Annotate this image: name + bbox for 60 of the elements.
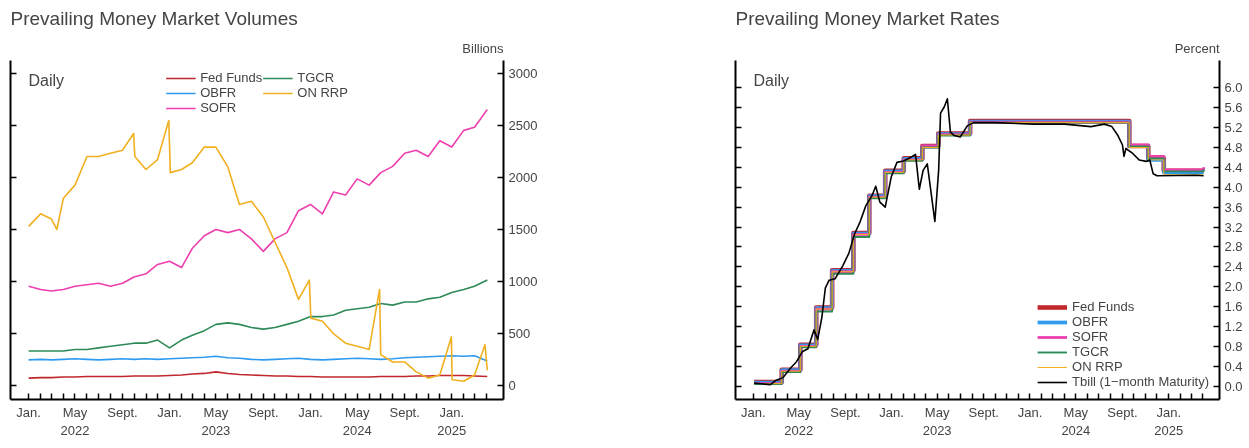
- y-tick-label: 2.0: [1224, 279, 1243, 295]
- annotation: Daily: [753, 71, 790, 89]
- x-tick-label: Sept.: [968, 404, 999, 420]
- chart-title: Prevailing Money Market Volumes: [10, 7, 298, 29]
- x-tick-label: Sept.: [389, 404, 420, 420]
- y-tick-label: 3.2: [1224, 219, 1243, 235]
- legend-label: OBFR: [200, 85, 237, 100]
- y-tick-label: 2.4: [1224, 259, 1243, 275]
- y-tick-label: 5.2: [1224, 120, 1243, 136]
- legend-label: ON RRP: [1072, 359, 1123, 374]
- x-tick-label: Jan.: [741, 404, 766, 420]
- y-tick-label: 1500: [508, 221, 538, 237]
- y-tick-label: 6.0: [1224, 80, 1243, 96]
- x-tick-label: Jan.: [298, 404, 323, 420]
- x-tick-label: Jan.: [16, 404, 41, 420]
- legend-label: Fed Funds: [200, 70, 263, 85]
- legend-label: Tbill (1−month Maturity): [1072, 374, 1209, 389]
- y-tick-label: 3.6: [1224, 199, 1243, 215]
- y-tick-label: 1.6: [1224, 299, 1243, 315]
- y-tick-label: 2.8: [1224, 239, 1243, 255]
- annotation: Daily: [28, 71, 65, 89]
- y-tick-label: 5.6: [1224, 100, 1243, 116]
- y-tick-label: 2500: [508, 117, 538, 133]
- x-tick-label: Sept.: [248, 404, 279, 420]
- legend-label: SOFR: [1072, 329, 1109, 344]
- legend-label: TGCR: [1072, 344, 1109, 359]
- y-tick-label: 4.4: [1224, 159, 1243, 175]
- x-tick-label: Sept.: [107, 404, 138, 420]
- x-tick-label: May 2023: [922, 404, 952, 438]
- x-tick-label: Sept.: [1107, 404, 1138, 420]
- legend-label: Fed Funds: [1072, 299, 1135, 314]
- x-tick-label: May 2022: [784, 404, 814, 438]
- x-tick-label: Jan.: [879, 404, 904, 420]
- y-tick-label: 500: [508, 326, 531, 342]
- legend-label: OBFR: [1072, 314, 1109, 329]
- x-tick-label: May 2022: [60, 404, 90, 438]
- x-tick-label: May 2024: [1061, 404, 1091, 438]
- y-tick-label: 1.2: [1224, 318, 1243, 334]
- legend-label: TGCR: [297, 70, 335, 85]
- y-tick-label: 0.8: [1224, 338, 1243, 354]
- y-tick-label: 4.0: [1224, 179, 1243, 195]
- legend-label: ON RRP: [297, 85, 348, 100]
- y-tick-label: 2000: [508, 169, 538, 185]
- y-tick-label: 1000: [508, 274, 538, 290]
- y-tick-label: 0.4: [1224, 358, 1243, 374]
- y-tick-label: 0: [508, 378, 516, 394]
- y-axis-title: Billions: [462, 40, 504, 56]
- y-tick-label: 0.0: [1224, 378, 1243, 394]
- y-tick-label: 3000: [508, 65, 538, 81]
- x-tick-label: Jan. 2025: [1154, 404, 1184, 438]
- y-axis-title: Percent: [1174, 40, 1220, 56]
- x-tick-label: Jan.: [1017, 404, 1043, 420]
- x-tick-label: May 2024: [342, 404, 372, 438]
- x-tick-label: May 2023: [201, 404, 231, 438]
- legend-label: SOFR: [200, 100, 237, 115]
- x-tick-label: Jan. 2025: [437, 404, 467, 438]
- x-tick-label: Sept.: [830, 404, 861, 420]
- y-tick-label: 4.8: [1224, 139, 1243, 155]
- chart-title: Prevailing Money Market Rates: [735, 7, 1000, 29]
- x-tick-label: Jan.: [157, 404, 182, 420]
